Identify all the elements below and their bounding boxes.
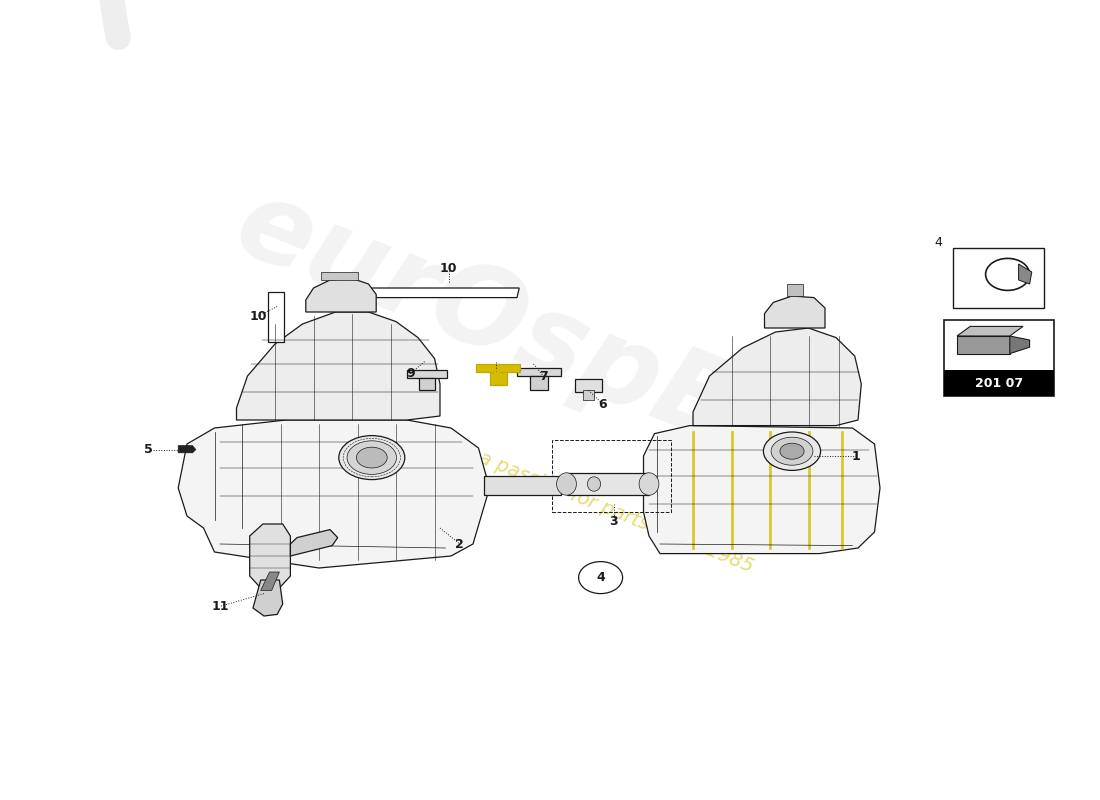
Polygon shape (764, 296, 825, 328)
Polygon shape (178, 420, 490, 568)
Polygon shape (407, 370, 447, 378)
Ellipse shape (763, 432, 821, 470)
Polygon shape (321, 272, 358, 280)
FancyBboxPatch shape (944, 320, 1054, 396)
Text: eurOspEes: eurOspEes (221, 170, 879, 518)
Polygon shape (306, 278, 376, 312)
Text: 10: 10 (440, 262, 458, 274)
Polygon shape (693, 328, 861, 426)
Polygon shape (566, 473, 649, 495)
Polygon shape (594, 478, 643, 490)
Ellipse shape (771, 437, 813, 466)
Polygon shape (490, 372, 507, 385)
Text: 7: 7 (539, 370, 548, 382)
Polygon shape (575, 379, 602, 392)
Polygon shape (476, 364, 520, 372)
Polygon shape (1010, 336, 1030, 354)
Polygon shape (261, 572, 279, 590)
Ellipse shape (356, 447, 387, 468)
Polygon shape (1019, 264, 1032, 284)
Polygon shape (343, 288, 519, 298)
Text: 5: 5 (144, 443, 153, 456)
Polygon shape (250, 524, 290, 588)
Ellipse shape (639, 473, 659, 495)
Polygon shape (957, 326, 1023, 336)
Polygon shape (530, 376, 548, 390)
Polygon shape (290, 530, 338, 556)
Text: a passion for parts since 1985: a passion for parts since 1985 (476, 448, 756, 576)
Ellipse shape (339, 435, 405, 480)
Polygon shape (583, 390, 594, 400)
Text: 201 07: 201 07 (975, 377, 1023, 390)
Text: 9: 9 (406, 367, 415, 380)
Ellipse shape (557, 473, 576, 495)
Circle shape (579, 562, 623, 594)
Polygon shape (419, 378, 435, 390)
Polygon shape (253, 580, 283, 616)
Polygon shape (484, 476, 561, 495)
Text: 2: 2 (455, 538, 464, 550)
Text: 10: 10 (250, 310, 267, 322)
Text: 3: 3 (609, 515, 618, 528)
Polygon shape (644, 426, 880, 554)
FancyBboxPatch shape (953, 248, 1044, 308)
Ellipse shape (587, 477, 601, 491)
Polygon shape (786, 284, 803, 296)
Text: 8: 8 (492, 368, 500, 381)
Polygon shape (268, 292, 284, 342)
Ellipse shape (780, 443, 804, 459)
FancyBboxPatch shape (944, 370, 1054, 396)
Polygon shape (178, 446, 196, 453)
Polygon shape (517, 368, 561, 376)
Polygon shape (957, 336, 1010, 354)
Text: 11: 11 (211, 600, 229, 613)
Text: 1: 1 (851, 450, 860, 462)
Text: 4: 4 (596, 571, 605, 584)
Text: 6: 6 (598, 398, 607, 410)
Text: 4: 4 (934, 236, 943, 249)
Ellipse shape (348, 441, 396, 474)
Polygon shape (236, 312, 440, 420)
